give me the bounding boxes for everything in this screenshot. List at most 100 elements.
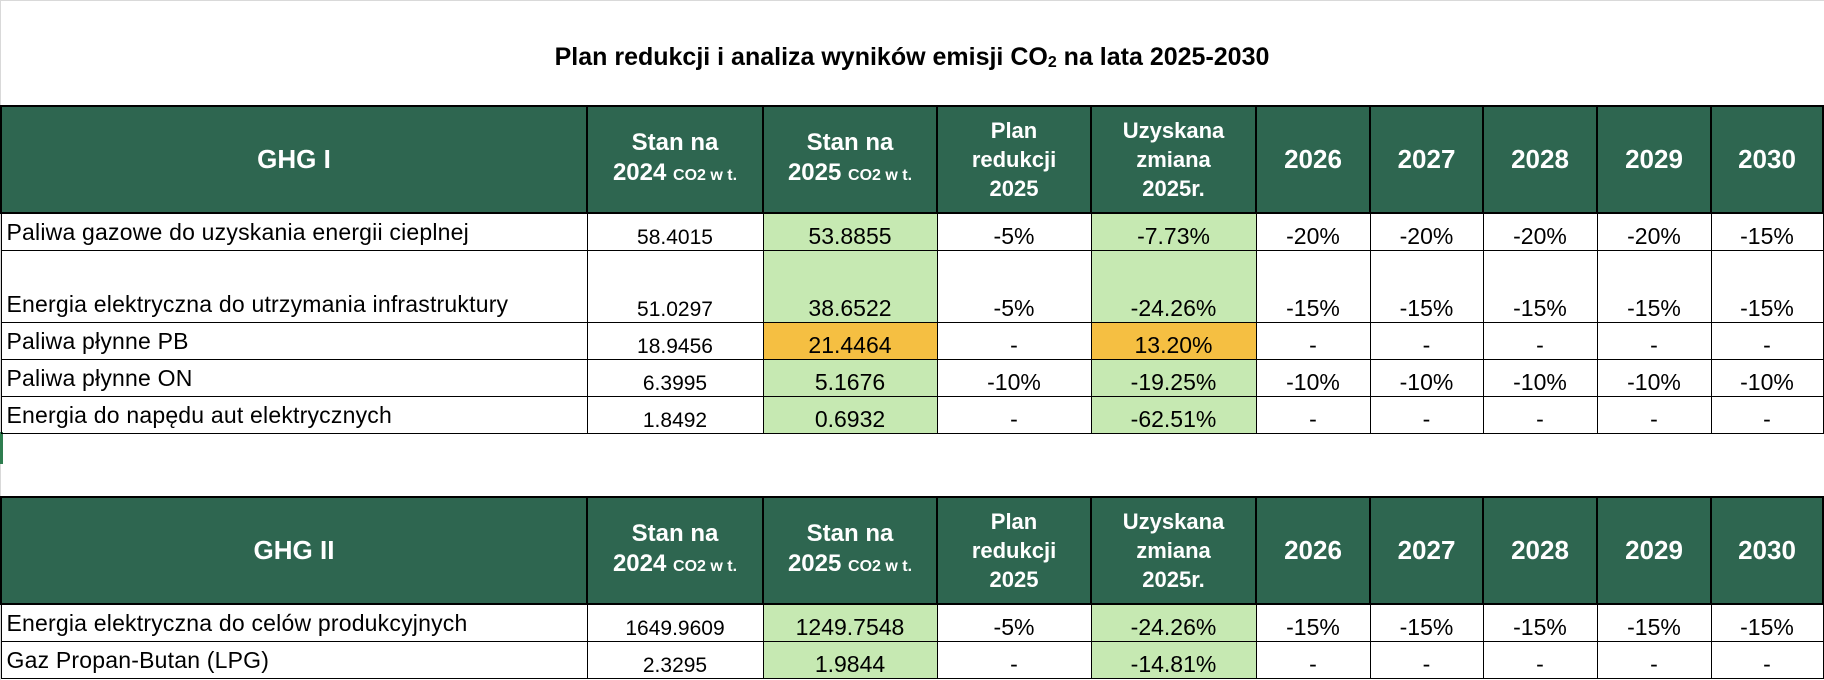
row-label[interactable]: Energia do napędu aut elektrycznych: [0, 396, 588, 434]
plan-cell[interactable]: -5%: [936, 250, 1092, 323]
value-2024-cell[interactable]: 58.4015: [586, 212, 764, 251]
change-l1: Uzyskana: [1122, 509, 1225, 534]
selection-marker: [0, 432, 3, 464]
change-cell[interactable]: -14.81%: [1090, 641, 1257, 679]
value-2025-cell[interactable]: 5.1676: [762, 359, 938, 397]
year-header-2029[interactable]: 2029: [1596, 105, 1712, 214]
year-target-cell[interactable]: -: [1710, 322, 1824, 360]
year-target-cell[interactable]: -: [1255, 396, 1371, 434]
value-2025-cell[interactable]: 1.9844: [762, 641, 938, 679]
change-l3: 2025r.: [1142, 176, 1205, 201]
section-name[interactable]: GHG I: [0, 105, 588, 214]
year-target-cell[interactable]: -20%: [1596, 212, 1712, 251]
year-target-cell[interactable]: -: [1255, 322, 1371, 360]
year-target-cell[interactable]: -: [1369, 396, 1484, 434]
year-target-cell[interactable]: -10%: [1369, 359, 1484, 397]
section-name[interactable]: GHG II: [0, 496, 588, 605]
plan-cell[interactable]: -10%: [936, 359, 1092, 397]
year-target-cell[interactable]: -10%: [1596, 359, 1712, 397]
year-target-cell[interactable]: -10%: [1482, 359, 1598, 397]
plan-cell[interactable]: -: [936, 641, 1092, 679]
change-l2: zmiana: [1136, 538, 1211, 563]
plan-cell[interactable]: -5%: [936, 603, 1092, 642]
change-cell[interactable]: 13.20%: [1090, 322, 1257, 360]
year-target-cell[interactable]: -15%: [1710, 603, 1824, 642]
change-cell[interactable]: -19.25%: [1090, 359, 1257, 397]
table-row: Paliwa płynne PB 18.9456 21.4464-13.20% - - -…: [0, 322, 1824, 360]
year-target-cell[interactable]: -15%: [1255, 603, 1371, 642]
value-2025-cell[interactable]: 38.6522: [762, 250, 938, 323]
year-target-cell[interactable]: -: [1369, 641, 1484, 679]
plan-header[interactable]: Plan redukcji 2025: [936, 105, 1092, 214]
plan-header[interactable]: Plan redukcji 2025: [936, 496, 1092, 605]
year-target-cell[interactable]: -20%: [1482, 212, 1598, 251]
value-2025-cell[interactable]: 21.4464: [762, 322, 938, 360]
year-header-2030[interactable]: 2030: [1710, 496, 1824, 605]
row-label[interactable]: Paliwa płynne ON: [0, 359, 588, 397]
unit-label: CO2 w t.: [848, 558, 913, 575]
change-cell[interactable]: -62.51%: [1090, 396, 1257, 434]
value-2024-cell[interactable]: 1.8492: [586, 396, 764, 434]
year-target-cell[interactable]: -10%: [1255, 359, 1371, 397]
year-target-cell[interactable]: -15%: [1596, 250, 1712, 323]
row-label[interactable]: Paliwa płynne PB: [0, 322, 588, 360]
stan-na-2025-header[interactable]: Stan na 2025 CO2 w t.: [762, 496, 938, 605]
year-target-cell[interactable]: -: [1596, 641, 1712, 679]
year-target-cell[interactable]: -15%: [1482, 603, 1598, 642]
change-cell[interactable]: -24.26%: [1090, 250, 1257, 323]
plan-l2: redukcji: [971, 538, 1057, 563]
year-header-2028[interactable]: 2028: [1482, 105, 1598, 214]
value-2024-cell[interactable]: 1649.9609: [586, 603, 764, 642]
stan-na-2024-header[interactable]: Stan na 2024 CO2 w t.: [586, 496, 764, 605]
row-label[interactable]: Energia elektryczna do celów produkcyjny…: [0, 603, 588, 642]
year-target-cell[interactable]: -: [1482, 322, 1598, 360]
value-2024-cell[interactable]: 18.9456: [586, 322, 764, 360]
year-header-2030[interactable]: 2030: [1710, 105, 1824, 214]
change-cell[interactable]: -7.73%: [1090, 212, 1257, 251]
plan-cell[interactable]: -: [936, 396, 1092, 434]
year-target-cell[interactable]: -20%: [1255, 212, 1371, 251]
year-target-cell[interactable]: -10%: [1710, 359, 1824, 397]
year-label: 2024: [612, 159, 667, 186]
stan-na-label: Stan na: [631, 520, 719, 547]
year-target-cell[interactable]: -15%: [1482, 250, 1598, 323]
year-target-cell[interactable]: -20%: [1369, 212, 1484, 251]
plan-cell[interactable]: -: [936, 322, 1092, 360]
year-header-2026[interactable]: 2026: [1255, 105, 1371, 214]
value-2024-cell[interactable]: 6.3995: [586, 359, 764, 397]
year-header-2026[interactable]: 2026: [1255, 496, 1371, 605]
value-2025-cell[interactable]: 53.8855: [762, 212, 938, 251]
year-header-2027[interactable]: 2027: [1369, 496, 1484, 605]
row-label[interactable]: Energia elektryczna do utrzymania infras…: [0, 250, 588, 323]
change-header[interactable]: Uzyskana zmiana 2025r.: [1090, 496, 1257, 605]
stan-na-2024-header[interactable]: Stan na 2024 CO2 w t.: [586, 105, 764, 214]
value-2024-cell[interactable]: 51.0297: [586, 250, 764, 323]
value-2025-cell[interactable]: 1249.7548: [762, 603, 938, 642]
year-target-cell[interactable]: -: [1482, 641, 1598, 679]
value-2025-cell[interactable]: 0.6932: [762, 396, 938, 434]
year-target-cell[interactable]: -: [1596, 396, 1712, 434]
change-cell[interactable]: -24.26%: [1090, 603, 1257, 642]
row-label[interactable]: Paliwa gazowe do uzyskania energii ciepl…: [0, 212, 588, 251]
year-target-cell[interactable]: -15%: [1369, 603, 1484, 642]
year-target-cell[interactable]: -: [1596, 322, 1712, 360]
year-target-cell[interactable]: -: [1710, 396, 1824, 434]
year-target-cell[interactable]: -: [1255, 641, 1371, 679]
value-2024-cell[interactable]: 2.3295: [586, 641, 764, 679]
year-header-2027[interactable]: 2027: [1369, 105, 1484, 214]
year-header-2029[interactable]: 2029: [1596, 496, 1712, 605]
table-row: Gaz Propan-Butan (LPG) 2.3295 1.9844- -14.8…: [0, 641, 1824, 679]
year-target-cell[interactable]: -: [1482, 396, 1598, 434]
year-target-cell[interactable]: -15%: [1710, 212, 1824, 251]
change-header[interactable]: Uzyskana zmiana 2025r.: [1090, 105, 1257, 214]
year-header-2028[interactable]: 2028: [1482, 496, 1598, 605]
row-label[interactable]: Gaz Propan-Butan (LPG): [0, 641, 588, 679]
year-target-cell[interactable]: -15%: [1596, 603, 1712, 642]
year-target-cell[interactable]: -: [1369, 322, 1484, 360]
year-target-cell[interactable]: -15%: [1710, 250, 1824, 323]
stan-na-2025-header[interactable]: Stan na 2025 CO2 w t.: [762, 105, 938, 214]
year-target-cell[interactable]: -15%: [1369, 250, 1484, 323]
plan-cell[interactable]: -5%: [936, 212, 1092, 251]
year-target-cell[interactable]: -15%: [1255, 250, 1371, 323]
year-target-cell[interactable]: -: [1710, 641, 1824, 679]
